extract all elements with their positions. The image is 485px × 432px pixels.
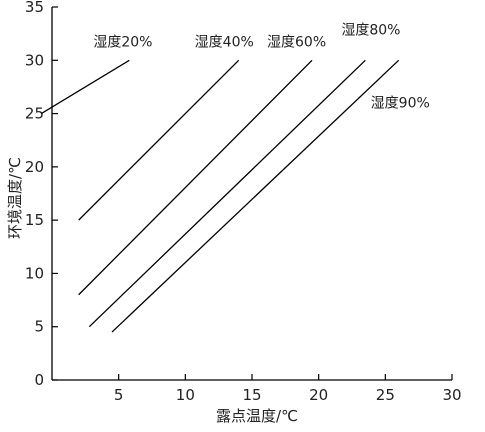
y-tick-label: 5 <box>34 318 44 336</box>
series-label: 湿度40% <box>195 34 254 50</box>
x-tick-label: 25 <box>376 386 395 404</box>
y-tick-label: 20 <box>25 158 44 176</box>
ticks: 0 5 10 15 20 25 30 35 5 10 15 20 25 30 <box>25 0 462 404</box>
series-line <box>40 59 130 115</box>
axes <box>51 7 452 381</box>
y-axis-title: 环境温度/℃ <box>6 157 24 239</box>
x-tick-label: 30 <box>442 386 461 404</box>
series-label: 湿度60% <box>267 34 326 50</box>
series-label: 湿度20% <box>93 34 152 50</box>
y-tick-label: 0 <box>34 371 44 389</box>
series-line <box>88 59 366 328</box>
y-tick-label: 35 <box>25 0 44 16</box>
x-tick-label: 15 <box>242 386 261 404</box>
series-label: 湿度90% <box>371 95 430 111</box>
series-line <box>78 59 240 221</box>
y-tick-label: 15 <box>25 211 44 229</box>
x-tick-label: 10 <box>176 386 195 404</box>
y-tick-label: 30 <box>25 51 44 69</box>
x-tick-label: 5 <box>114 386 124 404</box>
x-tick-label: 20 <box>309 386 328 404</box>
series-line <box>111 59 400 333</box>
y-tick-label: 25 <box>25 105 44 123</box>
y-tick-label: 10 <box>25 264 44 282</box>
series-line <box>78 59 313 296</box>
series-labels: 湿度20% 湿度40% 湿度60% 湿度80% 湿度90% <box>93 22 429 111</box>
series-lines <box>40 59 400 333</box>
x-axis-title: 露点温度/℃ <box>216 407 298 425</box>
series-label: 湿度80% <box>341 22 400 38</box>
